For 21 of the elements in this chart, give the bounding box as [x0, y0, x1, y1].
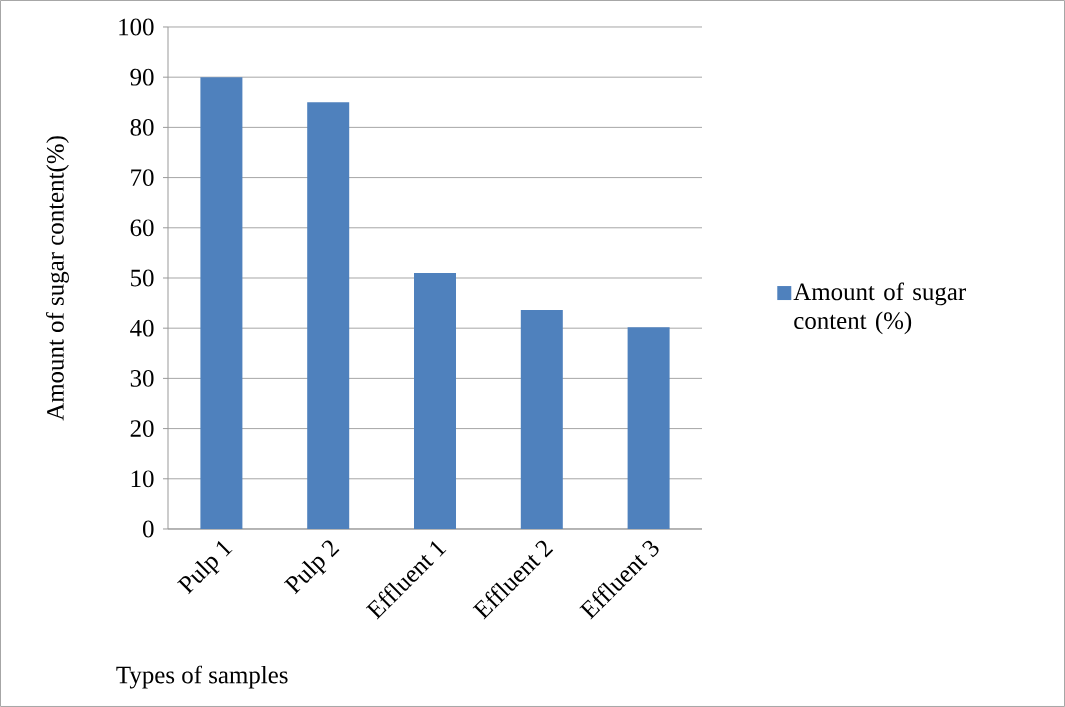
y-tick-label: 30	[130, 369, 154, 387]
x-tick-label: Pulp 2	[283, 540, 340, 595]
y-tick-label: 50	[131, 269, 154, 287]
y-tick-label: 60	[130, 219, 154, 237]
bar	[627, 327, 670, 529]
x-axis-title: Types of samples	[116, 665, 288, 689]
y-tick-label: 90	[130, 68, 154, 86]
bar	[414, 272, 457, 529]
y-tick-label: 70	[131, 169, 154, 186]
bar	[200, 77, 243, 529]
x-tick-label: Pulp 1	[177, 541, 233, 595]
y-axis-title: Amount of sugar content(%)	[46, 136, 69, 421]
bar	[520, 310, 563, 529]
y-tick-label: 100	[119, 18, 154, 36]
y-tick-label: 20	[130, 420, 154, 437]
y-tick-label: 40	[130, 319, 154, 337]
bar	[307, 102, 350, 529]
y-tick-label: 10	[131, 470, 154, 488]
legend-label: Amount of sugar content (%)	[793, 282, 966, 335]
y-tick-label: 0	[143, 520, 154, 538]
y-tick-label: 80	[130, 118, 154, 136]
